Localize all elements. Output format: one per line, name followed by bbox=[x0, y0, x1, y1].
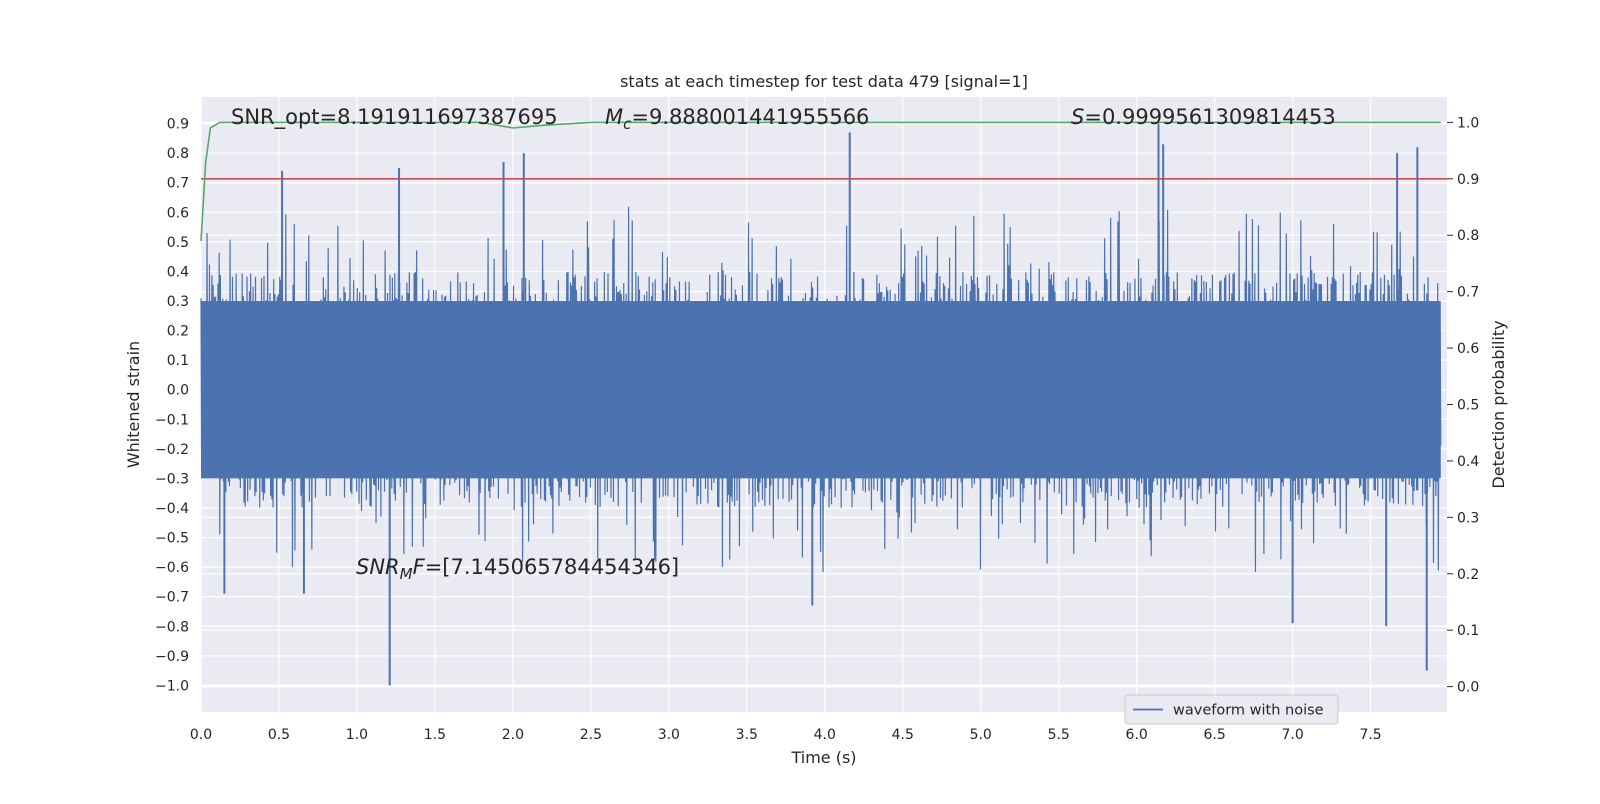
y2-tick-label: 0.9 bbox=[1457, 172, 1479, 188]
y-axis-ticks: 0.9 0.8 0.7 0.6 0.5 0.4 0.3 0.2 0.1 0.0 −0.1 −0.2 −0… bbox=[155, 117, 189, 695]
x-axis-label: Time (s) bbox=[790, 748, 856, 767]
x-tick-label: 0.0 bbox=[190, 727, 212, 743]
annotation-snr-opt: SNR_opt=8.191911697387695 bbox=[231, 105, 558, 130]
x-tick-label: 3.5 bbox=[736, 727, 758, 743]
y-tick-label: 0.9 bbox=[167, 117, 189, 133]
x-tick-label: 6.0 bbox=[1126, 727, 1148, 743]
x-tick-label: 7.0 bbox=[1281, 727, 1303, 743]
x-tick-label: 4.5 bbox=[892, 727, 914, 743]
y-tick-label: 0.7 bbox=[167, 176, 189, 192]
y-tick-label: 0.8 bbox=[167, 146, 189, 162]
y-tick-label: 0.6 bbox=[167, 205, 189, 221]
y-tick-label: −0.7 bbox=[155, 590, 189, 606]
annotation-snr-mf-value: =[7.145065784454346] bbox=[425, 555, 679, 579]
waveform-line bbox=[200, 206, 1442, 573]
y-tick-label: −0.3 bbox=[155, 471, 189, 487]
y-tick-label: 0.5 bbox=[167, 235, 189, 251]
annotation-s: S=0.9999561309814453 bbox=[1071, 105, 1336, 129]
y2-axis-ticks: 1.0 0.9 0.8 0.7 0.6 0.5 0.4 0.3 0.2 0.1 0.0 bbox=[1447, 115, 1479, 696]
x-tick-label: 0.5 bbox=[268, 727, 290, 743]
annotation-chirp-mass: Mc=9.888001441955566 bbox=[605, 105, 869, 133]
x-tick-label: 2.0 bbox=[502, 727, 524, 743]
y-tick-label: 0.3 bbox=[167, 294, 189, 310]
probability-series bbox=[200, 121, 1447, 241]
annotation-s-symbol: S bbox=[1071, 105, 1084, 129]
annotation-snr-mf: SNRMF=[7.145065784454346] bbox=[356, 555, 679, 583]
legend-box bbox=[1124, 694, 1339, 725]
annotation-snr-mf-symbol-tail: F bbox=[413, 555, 426, 579]
y-tick-label: −0.8 bbox=[155, 619, 189, 635]
y-tick-label: −0.5 bbox=[155, 531, 189, 547]
x-tick-label: 7.5 bbox=[1359, 727, 1381, 743]
y2-tick-label: 0.5 bbox=[1457, 398, 1479, 414]
detection-probability-line bbox=[200, 121, 1441, 241]
y-tick-label: −0.4 bbox=[155, 501, 189, 517]
x-tick-label: 1.5 bbox=[424, 727, 446, 743]
annotation-chirp-mass-subscript: c bbox=[623, 115, 632, 133]
x-tick-label: 5.0 bbox=[970, 727, 992, 743]
legend: waveform with noise bbox=[1124, 694, 1339, 725]
annotation-s-value: =0.9999561309814453 bbox=[1084, 105, 1335, 129]
x-tick-label: 4.0 bbox=[814, 727, 836, 743]
x-tick-label: 3.0 bbox=[658, 727, 680, 743]
x-tick-label: 2.5 bbox=[580, 727, 602, 743]
annotation-chirp-mass-symbol: M bbox=[605, 105, 623, 129]
waveform-series bbox=[200, 123, 1442, 686]
y2-tick-label: 0.3 bbox=[1457, 510, 1479, 526]
chart-title: stats at each timestep for test data 479… bbox=[620, 72, 1028, 91]
y2-tick-label: 0.0 bbox=[1457, 680, 1479, 696]
x-tick-label: 5.5 bbox=[1048, 727, 1070, 743]
y2-tick-label: 0.2 bbox=[1457, 567, 1479, 583]
y2-tick-label: 0.6 bbox=[1457, 341, 1479, 357]
x-tick-label: 6.5 bbox=[1204, 727, 1226, 743]
y-tick-label: −0.9 bbox=[155, 649, 189, 665]
annotation-snr-mf-symbol: SNR bbox=[356, 555, 400, 579]
y2-tick-label: 1.0 bbox=[1457, 115, 1479, 131]
y2-axis-label: Detection probability bbox=[1489, 320, 1508, 488]
y2-tick-label: 0.8 bbox=[1457, 228, 1479, 244]
legend-label-waveform: waveform with noise bbox=[1173, 703, 1324, 719]
y-tick-label: −0.1 bbox=[155, 412, 189, 428]
y2-tick-label: 0.1 bbox=[1457, 623, 1479, 639]
annotation-chirp-mass-value: =9.888001441955566 bbox=[631, 105, 869, 129]
y-tick-label: 0.0 bbox=[167, 383, 189, 399]
x-axis-ticks: 0.0 0.5 1.0 1.5 2.0 2.5 3.0 3.5 4.0 4.5 5.0 5.5 6.0 6… bbox=[190, 727, 1382, 743]
y-tick-label: −0.2 bbox=[155, 442, 189, 458]
x-tick-label: 1.0 bbox=[346, 727, 368, 743]
y-tick-label: 0.2 bbox=[167, 324, 189, 340]
y-tick-label: 0.4 bbox=[167, 264, 189, 280]
y-axis-label: Whitened strain bbox=[124, 341, 143, 468]
y2-tick-label: 0.7 bbox=[1457, 285, 1479, 301]
annotation-snr-mf-subscript: M bbox=[400, 565, 413, 583]
y-tick-label: −1.0 bbox=[155, 678, 189, 694]
y-tick-label: −0.6 bbox=[155, 560, 189, 576]
y-tick-label: 0.1 bbox=[167, 353, 189, 369]
y2-tick-label: 0.4 bbox=[1457, 454, 1479, 470]
